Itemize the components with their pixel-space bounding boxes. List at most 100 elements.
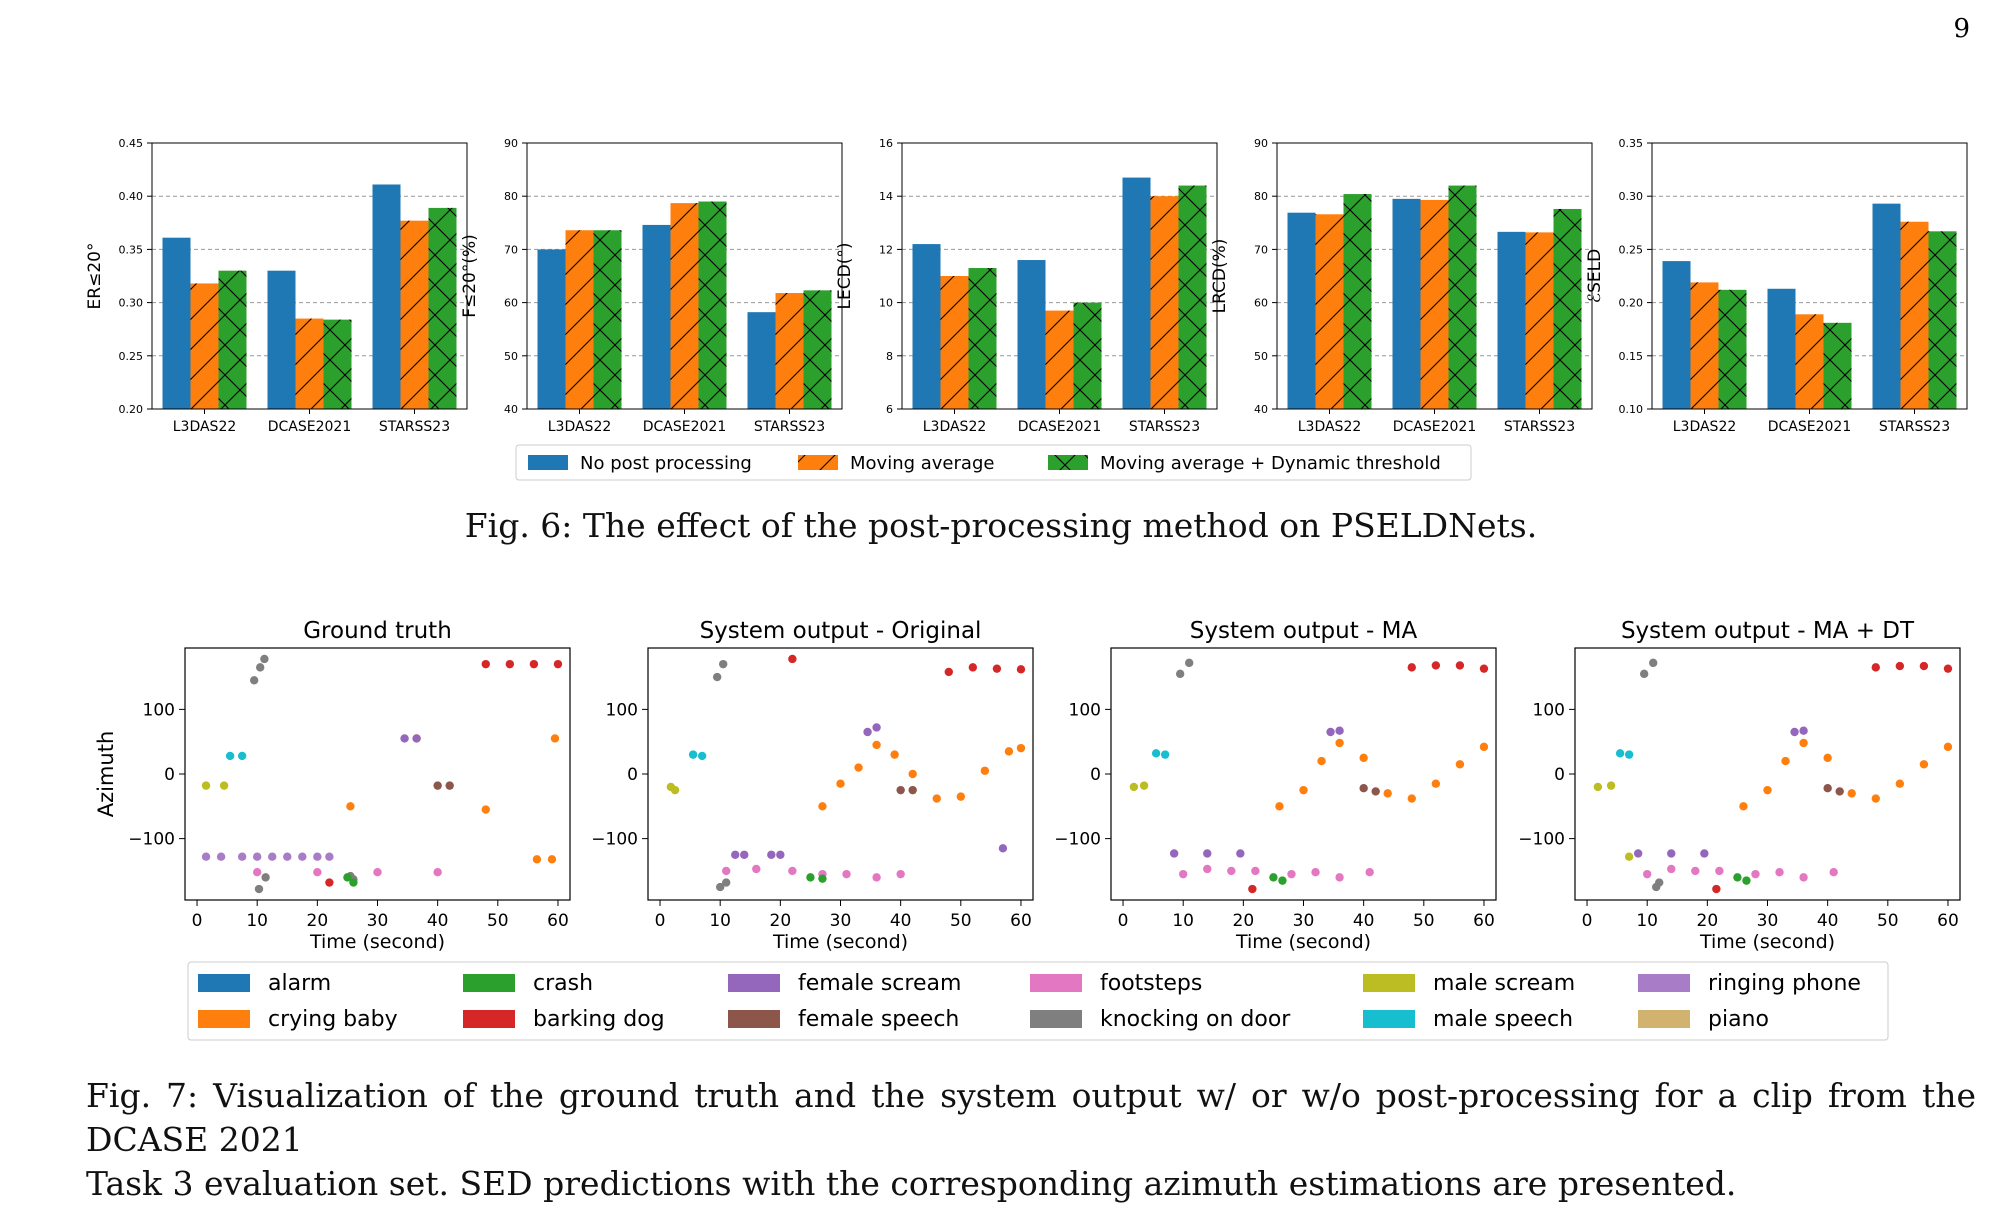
bar-hatch — [1928, 231, 1957, 409]
legend-swatch-no-post-processing — [528, 455, 568, 470]
x-tick-label: 20 — [1233, 911, 1255, 931]
legend-swatch-male-scream — [1363, 974, 1415, 992]
x-tick-label: 60 — [1010, 911, 1032, 931]
bar-no-post-processing — [1392, 198, 1421, 409]
legend-swatch-piano — [1638, 1010, 1690, 1028]
point-female-scream — [1790, 727, 1799, 737]
point-male-scream — [1606, 781, 1616, 790]
plot-title: System output - MA — [1190, 618, 1418, 644]
legend-swatch-hatch — [798, 455, 838, 470]
point-footsteps — [1287, 869, 1296, 879]
point-footsteps — [1642, 869, 1652, 879]
point-male-speech — [237, 751, 247, 761]
point-crying-baby — [547, 855, 557, 864]
legend-label: barking dog — [533, 1007, 665, 1032]
bar-hatch — [968, 268, 997, 409]
point-female-scream — [740, 850, 749, 859]
point-knocking-on-door — [255, 663, 265, 672]
legend-swatch-footsteps — [1030, 974, 1082, 992]
point-footsteps — [1227, 866, 1236, 876]
plot-frame — [1574, 647, 1961, 901]
point-female-speech — [1371, 787, 1380, 796]
bar-no-post-processing — [747, 312, 776, 409]
point-footsteps — [1715, 866, 1724, 876]
x-tick-label: 10 — [709, 911, 731, 931]
point-crash — [806, 873, 815, 882]
bar-no-post-processing — [642, 224, 671, 409]
legend-frame — [187, 961, 1889, 1041]
y-tick-label: 8 — [886, 350, 893, 363]
point-crash — [1278, 876, 1287, 885]
y-tick-label: 0.20 — [119, 403, 144, 416]
bar-no-post-processing — [1767, 288, 1796, 409]
point-barking-dog — [1479, 664, 1489, 673]
x-tick-label: 10 — [1636, 911, 1658, 931]
point-crying-baby — [1455, 760, 1465, 769]
legend-swatch-crash — [463, 974, 515, 992]
point-footsteps — [1251, 866, 1260, 876]
point-knocking-on-door — [718, 659, 728, 669]
series-path-crying-baby — [1279, 743, 1484, 806]
y-tick-label: 60 — [1254, 297, 1268, 310]
point-male-scream — [1593, 782, 1603, 792]
point-footsteps — [433, 868, 442, 877]
bar-hatch — [1900, 221, 1929, 409]
y-tick-label: 6 — [886, 403, 893, 416]
series-path-barking-dog — [792, 659, 1021, 672]
point-crying-baby — [1407, 794, 1416, 803]
y-tick-label: 60 — [504, 297, 518, 310]
x-axis-label: Time (second) — [1235, 931, 1371, 953]
bar-hatch — [1178, 185, 1207, 409]
bar-hatch — [1718, 289, 1747, 409]
point-ringing-phone — [283, 852, 292, 861]
bar-no-post-processing — [912, 244, 941, 409]
x-tick-label: STARSS23 — [1129, 419, 1200, 435]
point-barking-dog — [1248, 884, 1257, 894]
point-female-scream — [776, 850, 785, 859]
bar-hatch — [190, 283, 219, 409]
series-path-barking-dog — [1716, 666, 1948, 889]
y-tick-label: 90 — [1254, 137, 1268, 150]
point-ringing-phone — [298, 852, 307, 861]
bar-hatch — [1525, 232, 1554, 409]
point-barking-dog — [1871, 663, 1880, 672]
point-male-speech — [697, 751, 707, 761]
bar-hatch — [218, 270, 247, 409]
bar-hatch — [1045, 310, 1074, 409]
point-barking-dog — [505, 659, 515, 669]
legend-label: alarm — [268, 971, 331, 996]
x-tick-label: STARSS23 — [754, 419, 825, 435]
series-path-barking-dog — [329, 664, 558, 882]
x-tick-label: 0 — [655, 911, 666, 931]
legend-label: female scream — [798, 971, 961, 996]
point-crying-baby — [1763, 785, 1772, 795]
point-crying-baby — [532, 855, 542, 864]
legend-swatch-knocking-on-door — [1030, 1010, 1082, 1028]
point-male-speech — [1624, 750, 1634, 759]
point-ringing-phone — [313, 852, 322, 861]
fig6-caption: Fig. 6: The effect of the post-processin… — [464, 506, 1538, 545]
point-male-speech — [1151, 749, 1161, 758]
series-path-crying-baby — [823, 745, 1022, 806]
y-tick-label: 40 — [1254, 403, 1268, 416]
x-tick-label: 50 — [1413, 911, 1435, 931]
point-female-scream — [998, 844, 1008, 853]
bar-hatch — [670, 203, 699, 409]
point-female-scream — [767, 850, 776, 859]
legend-swatch-female-scream — [728, 974, 780, 992]
point-barking-dog — [968, 663, 978, 672]
x-tick-label: 0 — [1582, 911, 1593, 931]
point-male-speech — [225, 751, 235, 761]
legend-swatch-ringing-phone — [1638, 974, 1690, 992]
point-female-speech — [445, 781, 454, 790]
point-male-scream — [1139, 781, 1149, 790]
legend-swatch-alarm — [198, 974, 250, 992]
bar-no-post-processing — [1287, 212, 1316, 409]
bar-hatch — [1150, 196, 1179, 409]
legend-label: knocking on door — [1100, 1007, 1291, 1032]
x-tick-label: 40 — [427, 911, 449, 931]
x-tick-label: 30 — [367, 911, 389, 931]
x-axis-label: Time (second) — [772, 931, 908, 953]
point-barking-dog — [553, 659, 563, 669]
point-barking-dog — [1431, 661, 1441, 670]
